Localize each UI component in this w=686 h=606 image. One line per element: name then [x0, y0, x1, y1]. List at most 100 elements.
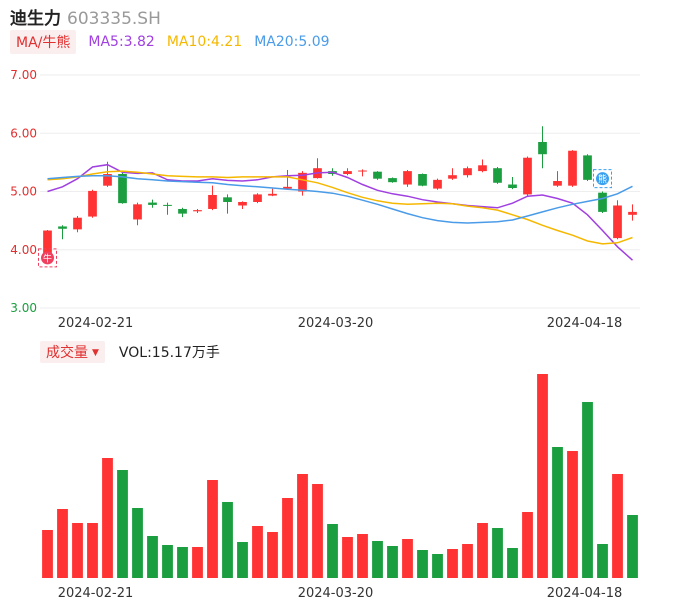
candle-body [253, 194, 262, 202]
stock-header: 迪生力 603335.SH [10, 4, 161, 29]
volume-bar [522, 512, 533, 578]
candle-body [373, 171, 382, 179]
moving-average-lines [47, 163, 633, 261]
volume-bar [612, 474, 623, 578]
volume-bar [42, 530, 53, 578]
volume-bar [342, 537, 353, 578]
ma20-line [47, 175, 633, 224]
volume-bar [267, 532, 278, 578]
volume-bar [507, 548, 518, 578]
volume-bar [312, 484, 323, 578]
x-tick-label: 2024-02-21 [58, 586, 134, 601]
candle-body [88, 190, 97, 217]
candle-body [73, 217, 82, 230]
y-tick-label: 6.00 [10, 126, 37, 140]
candle-body [133, 204, 142, 220]
marker-dot [596, 172, 609, 186]
volume-bar [252, 526, 263, 578]
x-tick-label: 2024-04-18 [547, 586, 623, 601]
candle-body [628, 211, 637, 215]
volume-bar [357, 534, 368, 578]
candle-body [538, 141, 547, 155]
volume-bar [597, 544, 608, 578]
volume-bar [222, 502, 233, 578]
x-tick-label: 2024-02-21 [58, 316, 134, 331]
price-axis: 7.00 6.00 5.00 4.00 3.00 [10, 68, 37, 315]
volume-bar [87, 523, 98, 578]
volume-bar [477, 523, 488, 578]
volume-bar [387, 546, 398, 578]
volume-bar [327, 524, 338, 578]
volume-bar [462, 544, 473, 578]
volume-bar [102, 458, 113, 578]
candle-body [208, 194, 217, 209]
candle-body [148, 202, 157, 205]
candle-body [343, 171, 352, 175]
volume-bar [582, 402, 593, 578]
candle-body [103, 174, 112, 186]
price-grid [40, 74, 640, 309]
ma20-label: MA20:5.09 [254, 34, 330, 50]
volume-bar [297, 474, 308, 578]
volume-bar [177, 547, 188, 578]
candle-body [508, 184, 517, 189]
bear-signal-icon: 牛 [38, 248, 57, 268]
price-x-axis: 2024-02-21 2024-03-20 2024-04-18 [58, 316, 623, 331]
volume-x-axis: 2024-02-21 2024-03-20 2024-04-18 [58, 586, 623, 601]
volume-bar [432, 554, 443, 578]
marker-frame [38, 248, 57, 268]
y-tick-label: 4.00 [10, 243, 37, 257]
volume-bar [192, 547, 203, 578]
candle-body [583, 155, 592, 180]
ma-indicator-selector[interactable]: MA/牛熊 [10, 30, 77, 54]
volume-bar [237, 542, 248, 578]
volume-bar [537, 374, 548, 578]
volume-indicator-selector[interactable]: 成交量 ▼ [40, 341, 105, 363]
candle-body [478, 165, 487, 172]
volume-value: VOL:15.17万手 [118, 345, 220, 361]
volume-bars [42, 374, 638, 578]
candle-body [118, 174, 127, 204]
candle-body [463, 168, 472, 176]
volume-bar [207, 480, 218, 578]
volume-bar [552, 447, 563, 578]
candle-body [298, 172, 307, 192]
marker-dot [41, 251, 54, 265]
candle-body [388, 178, 397, 183]
candle-body [238, 201, 247, 206]
volume-bar [567, 451, 578, 578]
candle-body [358, 170, 367, 172]
volume-bar [147, 536, 158, 578]
ma10-line [47, 170, 633, 245]
ma5-label: MA5:3.82 [88, 34, 155, 50]
bull-signal-icon: 熊 [593, 169, 612, 189]
volume-bar [132, 508, 143, 578]
signal-markers: 牛熊 [38, 169, 612, 268]
volume-bar [447, 549, 458, 578]
stock-name: 迪生力 [10, 9, 61, 29]
candle-body [178, 208, 187, 214]
marker-glyph: 牛 [43, 252, 52, 264]
volume-bar [282, 498, 293, 578]
volume-bar [627, 515, 638, 578]
volume-legend: 成交量 ▼ VOL:15.17万手 [40, 341, 220, 363]
volume-bar [402, 539, 413, 578]
marker-frame [593, 169, 612, 189]
x-tick-label: 2024-04-18 [547, 316, 623, 331]
ma10-label: MA10:4.21 [166, 34, 243, 50]
volume-tag-label: 成交量 [46, 345, 88, 361]
candle-body [553, 181, 562, 186]
candle-body [163, 204, 172, 206]
candle-body [433, 179, 442, 189]
volume-bar [117, 470, 128, 578]
candlestick-series [43, 126, 637, 260]
y-tick-label: 5.00 [10, 185, 37, 199]
candle-body [598, 192, 607, 212]
candle-body [43, 230, 52, 258]
volume-bar [492, 528, 503, 578]
stock-code: 603335.SH [67, 9, 161, 29]
candle-body [523, 157, 532, 195]
volume-bar [57, 509, 68, 578]
candle-body [268, 193, 277, 196]
